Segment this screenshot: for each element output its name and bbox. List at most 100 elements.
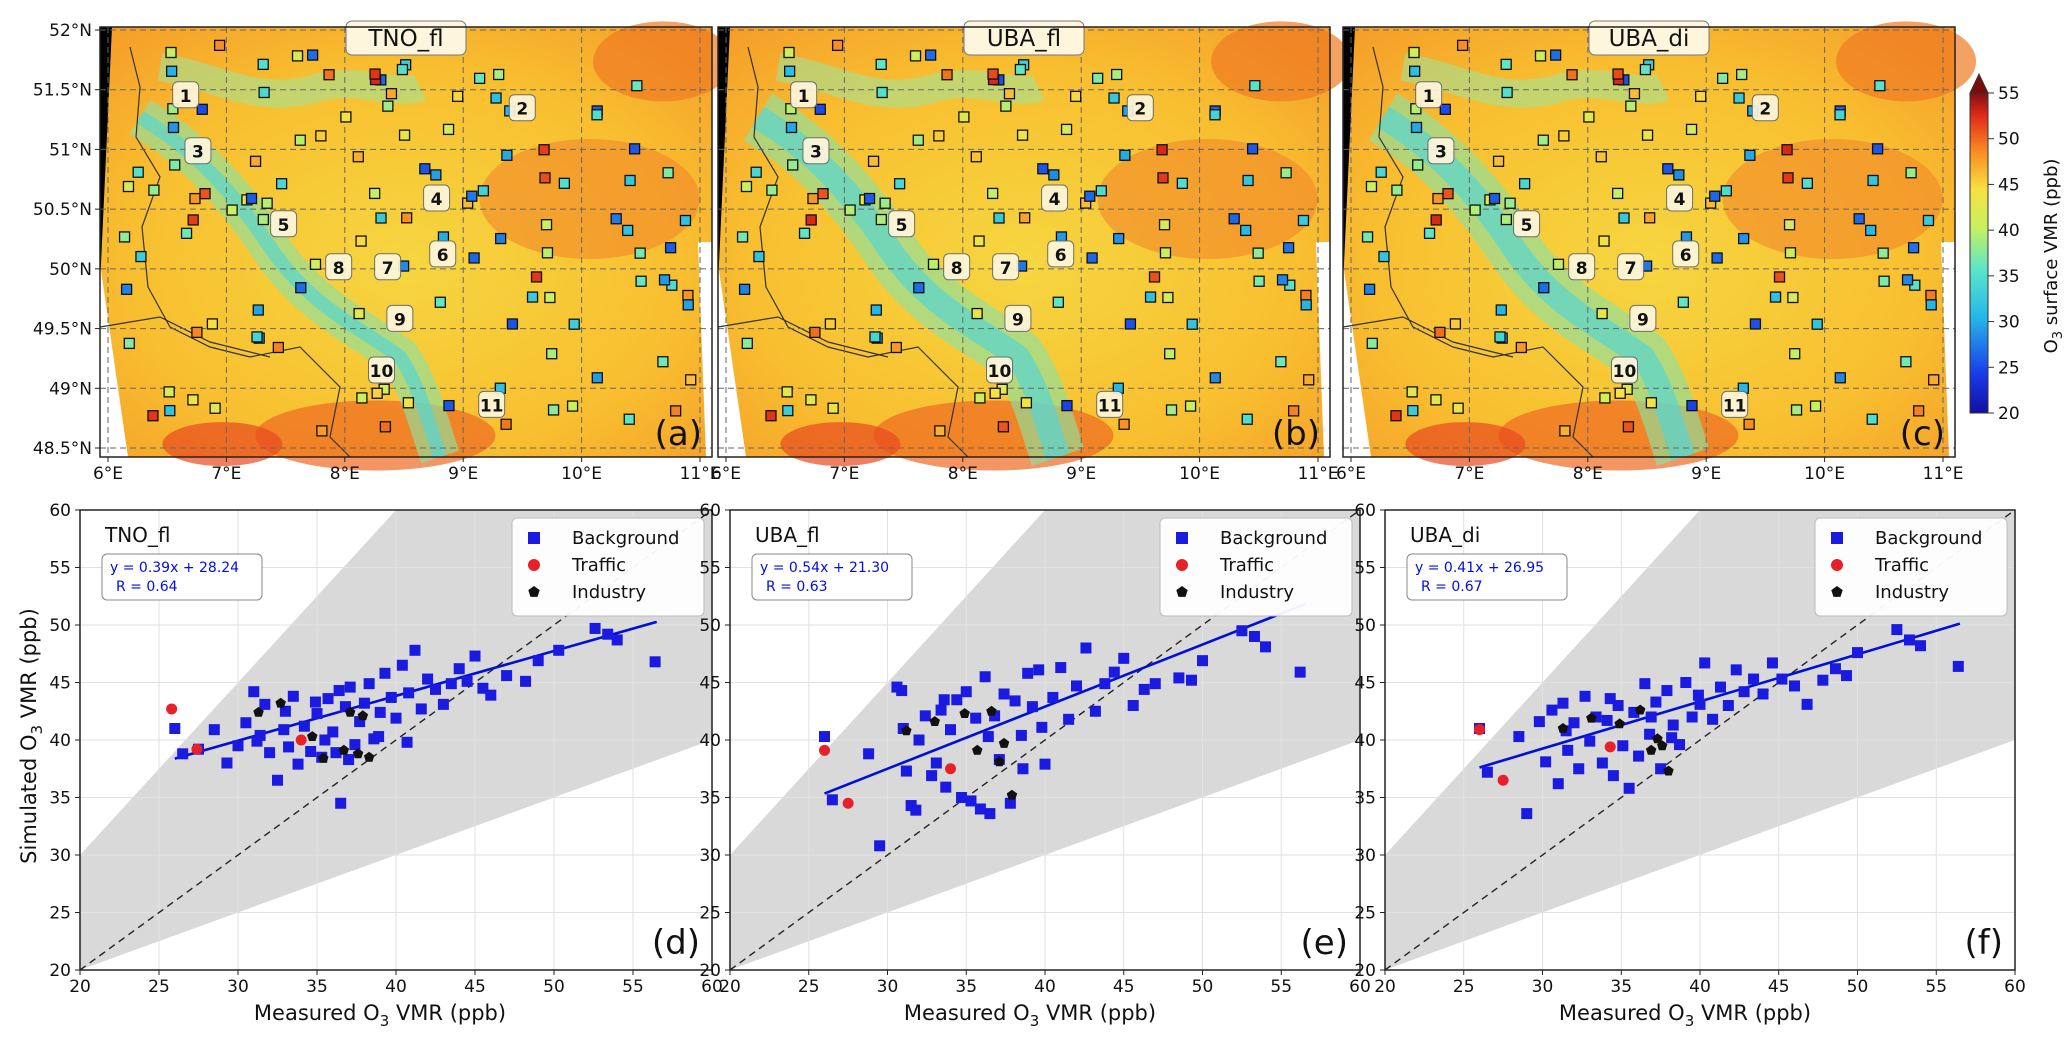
site-label-box	[374, 253, 402, 281]
site-label-box	[802, 137, 830, 165]
station-marker	[163, 386, 175, 398]
point-background	[1540, 756, 1552, 768]
point-background	[1891, 624, 1903, 636]
station-marker	[1789, 348, 1801, 360]
y-tick-label: 20	[699, 961, 721, 981]
point-background	[287, 690, 299, 702]
station-marker	[375, 212, 387, 224]
lon-tick-label: 9°E	[448, 464, 478, 484]
point-background	[1607, 770, 1619, 782]
station-marker	[490, 92, 502, 104]
point-background	[589, 622, 601, 634]
station-marker	[869, 331, 881, 343]
station-marker	[798, 227, 811, 239]
station-marker	[1432, 192, 1444, 205]
colorbar-gradient	[1969, 92, 1989, 414]
station-marker	[468, 252, 480, 264]
station-marker	[1488, 192, 1501, 205]
x-tick-label: 25	[1453, 977, 1475, 997]
x-tick-label: 20	[1374, 977, 1396, 997]
station-marker	[120, 283, 133, 295]
point-background	[430, 683, 441, 695]
station-marker	[875, 58, 887, 71]
site-label-box	[368, 356, 396, 384]
station-marker	[809, 326, 821, 339]
point-industry	[1657, 740, 1668, 751]
station-marker	[1538, 282, 1550, 294]
point-background	[1596, 757, 1608, 769]
site-number-3: 3	[192, 143, 204, 163]
point-background	[1680, 677, 1692, 688]
y-tick-label: 25	[699, 904, 721, 924]
station-marker	[973, 235, 985, 247]
point-background	[335, 797, 347, 809]
station-marker	[669, 405, 682, 417]
point-background	[956, 792, 968, 803]
station-marker	[1733, 92, 1745, 104]
site-label-box	[429, 240, 457, 268]
station-marker	[997, 421, 1010, 433]
point-background	[221, 757, 233, 769]
site-number-10: 10	[370, 362, 394, 382]
point-background	[422, 673, 434, 685]
station-marker	[1501, 86, 1513, 99]
station-marker	[941, 69, 953, 81]
point-background	[1776, 673, 1788, 685]
point-background	[1801, 698, 1813, 710]
station-marker	[566, 400, 579, 412]
point-background	[1748, 673, 1760, 685]
fit-equation: y = 0.54x + 21.30	[760, 560, 889, 576]
point-industry	[1652, 733, 1663, 744]
station-marker	[1492, 155, 1505, 167]
point-background	[1015, 729, 1027, 741]
map-panel-a: 1 2 3 4 5 6 7 8 9 10 11 TNO_fl (a) 6°E 7°E 8°E 9°E 10°E 11…	[33, 20, 734, 484]
site-label-box	[1611, 356, 1639, 384]
country-border	[717, 316, 889, 358]
map-title: TNO_fl	[367, 26, 443, 52]
station-marker	[1783, 219, 1796, 231]
site-label-box	[1004, 304, 1032, 332]
station-marker	[783, 46, 795, 59]
colorbar-tick-label: 35	[1998, 267, 2020, 287]
point-background	[232, 740, 244, 752]
point-background	[974, 803, 986, 815]
y-tick-label: 50	[699, 616, 721, 636]
station-marker	[1867, 174, 1879, 187]
point-background	[1036, 721, 1048, 733]
station-marker	[1361, 231, 1374, 243]
station-marker	[1625, 100, 1637, 112]
site-number-5: 5	[896, 216, 908, 236]
point-background	[1071, 680, 1082, 692]
x-tick-label: 55	[1925, 977, 1947, 997]
map-mask	[100, 263, 128, 457]
colorbar-tick-label: 25	[1998, 358, 2020, 378]
country-border	[1372, 46, 1594, 458]
point-background	[1080, 642, 1092, 654]
y-tick-label: 60	[49, 501, 71, 521]
point-background	[445, 678, 457, 690]
station-marker	[974, 392, 986, 404]
station-marker	[257, 58, 269, 71]
point-industry	[357, 710, 369, 721]
station-marker	[934, 425, 946, 437]
x-tick-label: 40	[385, 977, 407, 997]
legend-box	[511, 517, 705, 617]
station-marker	[1469, 204, 1481, 216]
lat-tick-label: 50°N	[49, 260, 92, 280]
x-tick-label: 45	[464, 977, 486, 997]
point-background	[208, 724, 220, 736]
station-marker	[1246, 143, 1259, 155]
scatter-title: UBA_di	[1410, 523, 1480, 547]
site-label-box	[270, 210, 298, 238]
station-marker	[147, 410, 159, 422]
station-marker	[933, 130, 945, 142]
point-background	[390, 712, 402, 724]
station-marker	[807, 192, 819, 205]
fit-equation-box	[751, 553, 913, 601]
station-marker	[657, 356, 669, 368]
y-tick-label: 30	[1354, 846, 1376, 866]
point-background	[177, 748, 189, 760]
station-marker	[165, 46, 177, 59]
y-tick-label: 40	[699, 731, 721, 751]
map-mask	[1941, 242, 1955, 457]
